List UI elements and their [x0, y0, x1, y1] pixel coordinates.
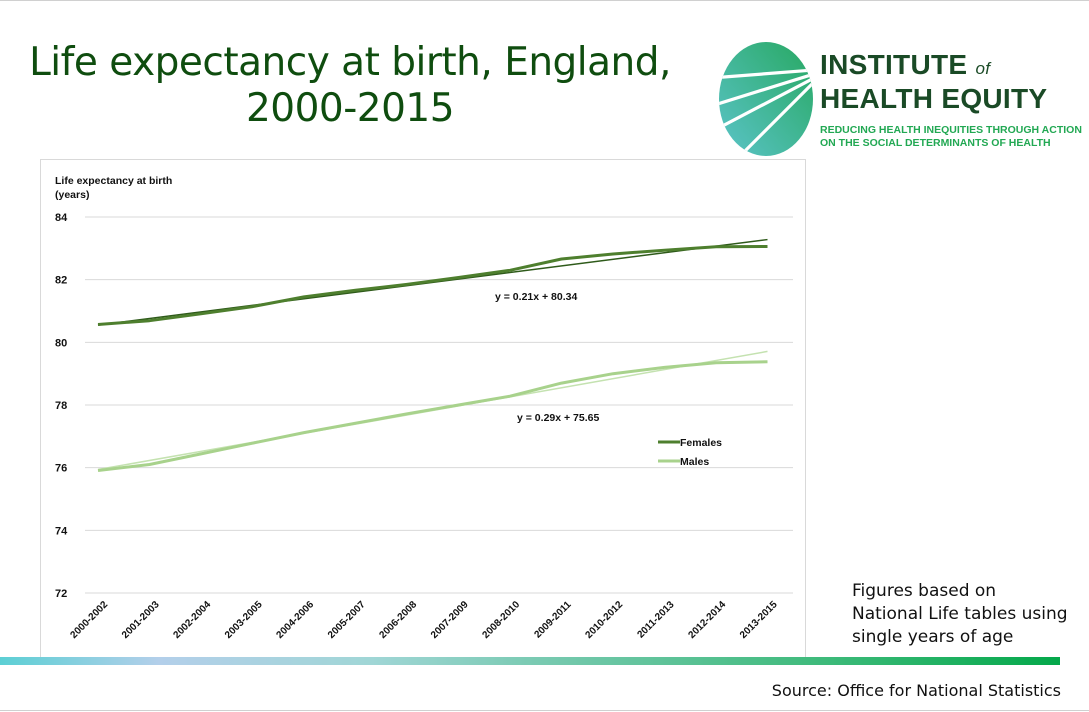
logo-tagline-line-2: ON THE SOCIAL DETERMINANTS OF HEALTH	[820, 137, 1051, 149]
legend-label-males: Males	[680, 456, 709, 468]
x-tick-label: 2006-2008	[378, 599, 420, 641]
legend-label-females: Females	[680, 437, 722, 449]
y-tick-label: 80	[55, 337, 67, 349]
y-tick-label: 76	[55, 463, 67, 475]
males-trendline-equation: y = 0.29x + 75.65	[517, 412, 599, 424]
x-tick-label: 2007-2009	[429, 599, 471, 641]
footnote-line-3: single years of age	[852, 627, 1014, 647]
y-axis-label-line-1: Life expectancy at birth	[55, 175, 172, 187]
logo-name: INSTITUTE of HEALTH EQUITY	[820, 50, 1047, 114]
y-axis-label-line-2: (years)	[55, 189, 89, 201]
y-tick-label: 82	[55, 275, 67, 287]
slide-title-line-1: Life expectancy at birth, England,	[29, 40, 671, 85]
institute-logo: INSTITUTE of HEALTH EQUITY REDUCING HEAL…	[710, 36, 1085, 160]
y-tick-label: 78	[55, 400, 67, 412]
y-tick-label: 74	[55, 525, 68, 537]
slide-title: Life expectancy at birth, England, 2000-…	[20, 40, 680, 132]
legend: Females Males	[658, 437, 722, 468]
y-tick-label: 84	[55, 212, 68, 224]
x-axis-ticks: 2000-2002 2001-2003 2002-2004 2003-2005 2004…	[69, 599, 780, 641]
gridlines	[85, 216, 793, 594]
life-expectancy-line-chart: 72 74 76 78 80 82 84 2000-2002 2001-2003 2002-20…	[55, 175, 793, 641]
logo-name-of: of	[975, 59, 991, 78]
top-rule	[0, 0, 1089, 1]
footnote-line-1: Figures based on	[852, 581, 997, 601]
x-tick-label: 2002-2004	[172, 599, 214, 641]
x-tick-label: 2008-2010	[481, 599, 523, 641]
x-tick-label: 2004-2006	[275, 599, 317, 641]
footnote: Figures based on National Life tables us…	[852, 580, 1082, 649]
x-tick-label: 2010-2012	[584, 599, 626, 641]
x-tick-label: 2013-2015	[738, 599, 780, 641]
y-axis-ticks: 72 74 76 78 80 82 84	[55, 212, 68, 600]
y-tick-label: 72	[55, 588, 67, 600]
logo-oval-icon	[719, 42, 813, 156]
x-tick-label: 2003-2005	[223, 599, 265, 641]
series-lines	[97, 238, 768, 472]
x-tick-label: 2011-2013	[635, 599, 677, 641]
x-tick-label: 2001-2003	[120, 599, 162, 641]
slide-title-line-2: 2000-2015	[245, 86, 455, 131]
x-tick-label: 2012-2014	[687, 599, 729, 641]
bottom-rule	[0, 710, 1089, 711]
logo-tagline-line-1: REDUCING HEALTH INEQUITIES THROUGH ACTIO…	[820, 124, 1082, 136]
logo-tagline: REDUCING HEALTH INEQUITIES THROUGH ACTIO…	[820, 124, 1082, 150]
x-tick-label: 2005-2007	[326, 599, 368, 641]
chart-frame: 72 74 76 78 80 82 84 2000-2002 2001-2003 2002-20…	[40, 159, 806, 657]
logo-name-line-2: HEALTH EQUITY	[820, 83, 1048, 114]
logo-name-line-1: INSTITUTE	[820, 49, 968, 80]
decorative-gradient-bar	[0, 657, 1060, 665]
x-tick-label: 2009-2011	[532, 599, 574, 641]
x-tick-label: 2000-2002	[69, 599, 111, 641]
males-series-line	[97, 360, 768, 472]
footnote-line-2: National Life tables using	[852, 604, 1068, 624]
females-series-line	[97, 245, 768, 326]
source-credit: Source: Office for National Statistics	[771, 681, 1061, 700]
females-trendline-equation: y = 0.21x + 80.34	[495, 291, 577, 303]
